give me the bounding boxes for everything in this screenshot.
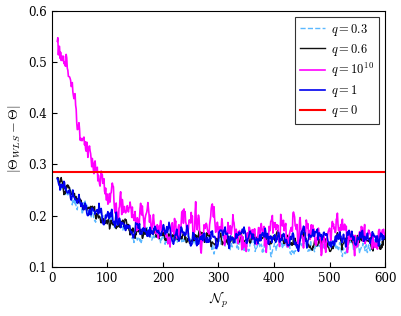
$q = 0.3$	[307, 245, 312, 249]
$q = 0.6$	[128, 231, 133, 235]
Line: $q = 0.6$: $q = 0.6$	[57, 178, 384, 252]
Line: $q = 0.3$: $q = 0.3$	[57, 179, 384, 257]
$q = 0.6$	[307, 244, 312, 248]
$q = 10^{10}$	[382, 232, 387, 236]
$q = 1$	[308, 235, 312, 239]
$q = 10^{10}$	[367, 234, 372, 238]
$q = 0.6$	[119, 220, 124, 224]
$q = 10^{10}$	[55, 40, 59, 43]
$q = 0.6$	[55, 176, 59, 179]
$q = 0$	[50, 171, 55, 174]
$q = 1$	[128, 231, 133, 235]
$q = 0.3$	[268, 255, 273, 259]
$q = 1$	[119, 222, 124, 226]
$q = 0.3$	[119, 225, 124, 228]
$q = 10^{10}$	[55, 36, 60, 40]
$q = 0.6$	[367, 242, 372, 246]
$q = 0.3$	[343, 252, 348, 256]
$q = 0.3$	[270, 246, 275, 250]
$q = 10^{10}$	[128, 205, 133, 209]
$q = 10^{10}$	[119, 198, 124, 201]
$q = 0.6$	[382, 237, 387, 241]
$q = 1$	[270, 238, 275, 241]
$q = 1$	[296, 249, 300, 253]
Line: $q = 1$: $q = 1$	[57, 179, 384, 251]
Line: $q = 10^{10}$: $q = 10^{10}$	[57, 38, 384, 256]
X-axis label: $\mathcal{N}_p$: $\mathcal{N}_p$	[209, 290, 227, 310]
$q = 0.3$	[55, 177, 59, 181]
Y-axis label: $|\Theta_{WLS} - \Theta|$: $|\Theta_{WLS} - \Theta|$	[6, 104, 22, 173]
$q = 1$	[367, 237, 372, 241]
$q = 0.6$	[59, 176, 63, 179]
$q = 10^{10}$	[343, 224, 348, 228]
$q = 0$	[49, 171, 54, 174]
Legend: $q = 0.3$, $q = 0.6$, $q = 10^{10}$, $q = 1$, $q = 0$: $q = 0.3$, $q = 0.6$, $q = 10^{10}$, $q …	[294, 17, 378, 124]
$q = 1$	[55, 177, 60, 180]
$q = 0.3$	[367, 249, 372, 253]
$q = 0.3$	[382, 238, 387, 241]
$q = 10^{10}$	[351, 254, 356, 258]
$q = 10^{10}$	[307, 238, 312, 241]
$q = 1$	[55, 177, 59, 180]
$q = 1$	[382, 236, 387, 240]
$q = 0.6$	[344, 236, 348, 240]
$q = 0.6$	[270, 235, 275, 239]
$q = 0.6$	[327, 250, 332, 253]
$q = 1$	[344, 234, 348, 238]
$q = 10^{10}$	[270, 231, 275, 235]
$q = 0.3$	[128, 228, 132, 232]
